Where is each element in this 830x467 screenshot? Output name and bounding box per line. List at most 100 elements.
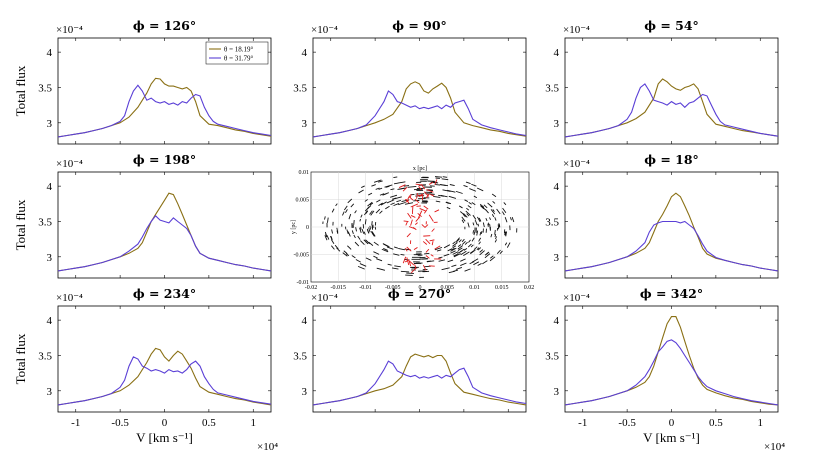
series-line-theta-18: [564, 78, 779, 138]
velocity-arrow-red: [423, 205, 429, 210]
panel-title: ϕ = 198°: [133, 152, 196, 167]
velocity-arrow: [485, 217, 488, 222]
velocity-arrow: [477, 216, 481, 222]
velocity-arrow: [387, 263, 392, 266]
velocity-arrow-red: [429, 239, 435, 242]
velocity-arrow: [374, 226, 377, 230]
y-tick-label: 3: [554, 118, 560, 130]
velocity-arrow: [478, 237, 482, 242]
velocity-arrow: [453, 253, 461, 258]
velocity-arrow: [446, 206, 451, 210]
velocity-arrow: [503, 202, 507, 206]
plot-frame: [57, 305, 272, 413]
x-tick-label: -1: [578, 417, 587, 429]
velocity-arrow-red: [431, 228, 435, 232]
y-tick-label: 3: [47, 252, 53, 264]
velocity-arrow: [393, 203, 400, 207]
velocity-arrow: [452, 245, 457, 249]
velocity-arrow: [342, 211, 345, 216]
y-axis-label: Total flux: [13, 65, 28, 116]
velocity-arrow-red: [415, 183, 423, 186]
velocity-arrow: [370, 210, 375, 216]
velocity-arrow: [494, 229, 496, 235]
y-tick-label: 3: [554, 252, 560, 264]
velocity-arrow: [348, 213, 352, 220]
y-tick-label: 4: [554, 315, 560, 327]
velocity-arrow: [511, 217, 515, 223]
velocity-arrow: [376, 267, 386, 271]
panel-7: 3 3.5 4×10⁻⁴ ϕ = 234° Total flux -1 -0.5 0 0.5 1 V…: [13, 286, 278, 453]
velocity-arrow: [467, 243, 472, 248]
velocity-arrow-red: [402, 186, 408, 192]
panel-title: ϕ = 126°: [133, 18, 196, 33]
velocity-arrow: [442, 176, 448, 178]
velocity-arrow: [463, 213, 468, 218]
velocity-arrow: [368, 192, 373, 196]
velocity-arrow: [324, 235, 328, 241]
x-axis-label: V [km s⁻¹]: [136, 430, 193, 445]
velocity-arrow: [489, 256, 496, 262]
velocity-arrow: [383, 243, 389, 247]
velocity-arrow: [452, 241, 456, 245]
legend-entry: θ = 18.19°: [224, 46, 254, 54]
velocity-arrow: [397, 187, 405, 190]
velocity-arrow: [461, 219, 465, 224]
velocity-arrow: [505, 231, 507, 237]
series-line-theta-31: [564, 83, 779, 138]
velocity-arrow: [383, 192, 389, 196]
velocity-arrow: [346, 229, 349, 235]
velocity-arrow: [489, 224, 491, 230]
velocity-arrow: [361, 185, 365, 188]
velocity-arrow: [489, 217, 491, 221]
y-tick-label: 3: [554, 386, 560, 398]
velocity-arrow: [330, 236, 333, 240]
velocity-arrow: [447, 248, 453, 252]
velocity-arrow: [373, 251, 380, 255]
velocity-arrow: [390, 194, 398, 198]
velocity-arrow: [479, 203, 485, 208]
velocity-arrow: [494, 239, 498, 243]
velocity-arrow: [476, 247, 480, 251]
velocity-arrow: [443, 244, 451, 249]
velocity-arrow: [369, 225, 371, 230]
velocity-arrow-red: [402, 256, 407, 264]
velocity-arrow: [336, 227, 339, 233]
velocity-arrow: [460, 258, 466, 262]
velocity-arrow: [361, 228, 365, 234]
velocity-arrow: [452, 242, 458, 247]
velocity-arrow: [397, 181, 406, 184]
velocity-arrow: [434, 176, 443, 178]
series-line-theta-31: [564, 339, 779, 406]
velocity-arrow: [448, 270, 456, 274]
velocity-arrow: [470, 249, 476, 255]
x-tick-label: -0.5: [618, 417, 636, 429]
velocity-arrow: [450, 247, 457, 252]
velocity-arrow-red: [418, 210, 423, 219]
velocity-arrow: [460, 211, 465, 215]
x-exponent-label: ×10⁴: [764, 441, 785, 453]
velocity-arrow: [325, 233, 328, 238]
velocity-arrow-red: [415, 216, 421, 222]
y-tick-label: 3: [47, 386, 53, 398]
velocity-arrow: [424, 252, 430, 255]
velocity-arrow: [379, 210, 383, 214]
velocity-arrow: [398, 201, 406, 206]
velocity-arrow: [461, 216, 466, 222]
velocity-arrow: [463, 251, 470, 257]
y-exponent-label: ×10⁻⁴: [563, 24, 590, 36]
y-tick-label: 3: [302, 118, 308, 130]
velocity-arrow: [373, 179, 382, 183]
y-exponent-label: ×10⁻⁴: [563, 292, 590, 304]
velocity-arrow: [373, 241, 379, 246]
velocity-arrow: [456, 237, 460, 242]
velocity-arrow: [491, 214, 495, 218]
y-exponent-label: ×10⁻⁴: [56, 24, 83, 36]
velocity-arrow: [485, 209, 489, 214]
velocity-arrow: [385, 205, 390, 210]
velocity-arrow-red: [422, 241, 428, 245]
series-line-theta-18: [564, 192, 779, 272]
velocity-arrow: [461, 238, 465, 243]
series-line-theta-31: [57, 214, 272, 272]
velocity-arrow: [473, 195, 478, 199]
velocity-arrow: [490, 209, 496, 215]
